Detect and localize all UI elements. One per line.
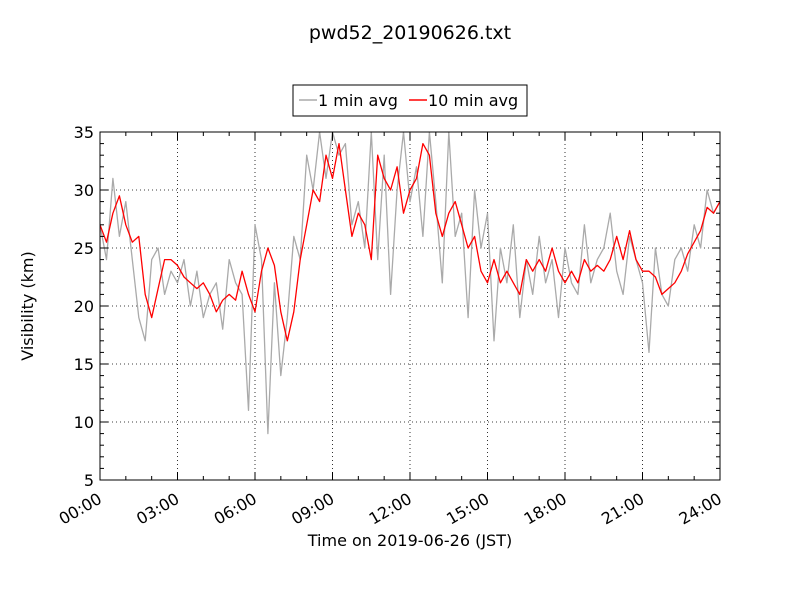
x-tick-label: 06:00 bbox=[211, 489, 260, 529]
x-axis-title: Time on 2019-06-26 (JST) bbox=[307, 531, 512, 550]
grid bbox=[100, 132, 720, 480]
x-tick-label: 00:00 bbox=[56, 489, 105, 529]
y-tick-label: 15 bbox=[74, 355, 94, 374]
legend: 1 min avg 10 min avg bbox=[292, 84, 528, 117]
y-tick-label: 30 bbox=[74, 181, 94, 200]
tick-labels: 00:00 03:00 06:00 09:00 12:00 15:00 18:00 21:00… bbox=[56, 123, 725, 529]
x-tick-label: 09:00 bbox=[288, 489, 337, 529]
y-tick-label: 25 bbox=[74, 239, 94, 258]
y-tick-label: 10 bbox=[74, 413, 94, 432]
x-tick-label: 03:00 bbox=[133, 489, 182, 529]
series-line-1min-avg bbox=[100, 132, 720, 435]
y-axis-title: Visibility (km) bbox=[18, 251, 37, 360]
chart-title: pwd52_20190626.txt bbox=[309, 22, 511, 44]
x-tick-label: 15:00 bbox=[443, 489, 492, 529]
x-tick-label: 18:00 bbox=[521, 489, 570, 529]
legend-label-1min: 1 min avg bbox=[318, 91, 398, 110]
y-tick-label: 35 bbox=[74, 123, 94, 142]
legend-label-10min: 10 min avg bbox=[428, 91, 518, 110]
series-line-10min-avg bbox=[100, 142, 720, 342]
y-tick-label: 5 bbox=[84, 471, 94, 490]
x-tick-label: 24:00 bbox=[676, 489, 725, 529]
series-layer bbox=[100, 132, 720, 435]
x-tick-label: 12:00 bbox=[366, 489, 415, 529]
y-tick-label: 20 bbox=[74, 297, 94, 316]
x-tick-label: 21:00 bbox=[598, 489, 647, 529]
ticks bbox=[99, 131, 721, 481]
